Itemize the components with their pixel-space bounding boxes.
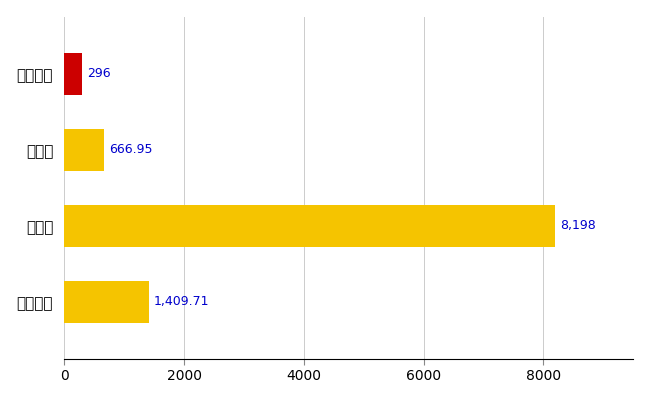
Text: 296: 296 <box>87 67 111 80</box>
Text: 1,409.71: 1,409.71 <box>153 295 209 308</box>
Text: 8,198: 8,198 <box>560 219 596 232</box>
Bar <box>64 205 555 247</box>
Bar <box>64 129 104 171</box>
Bar <box>64 281 149 323</box>
Text: 666.95: 666.95 <box>109 143 153 156</box>
Bar <box>64 53 82 95</box>
